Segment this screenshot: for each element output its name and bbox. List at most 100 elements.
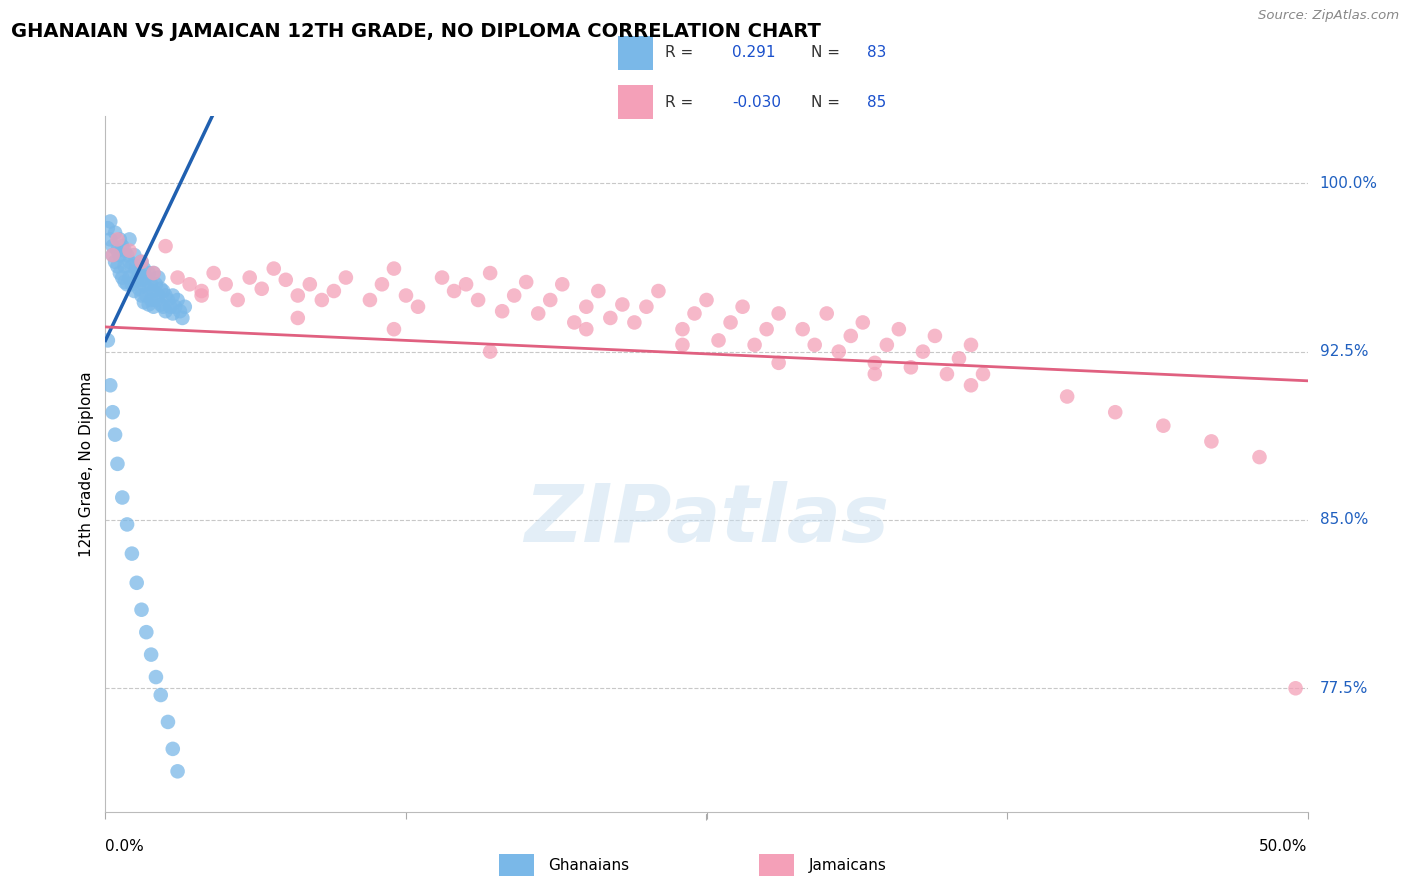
Point <box>97 221 120 235</box>
Text: 92.5%: 92.5% <box>1320 344 1368 359</box>
Point <box>671 338 693 352</box>
Point <box>131 255 153 269</box>
Text: ZIPatlas: ZIPatlas <box>524 481 889 558</box>
Point <box>755 322 778 336</box>
Point <box>876 338 898 352</box>
Point <box>162 288 184 302</box>
Text: 77.5%: 77.5% <box>1320 681 1368 696</box>
Point <box>538 293 561 307</box>
Point <box>118 255 141 269</box>
Point <box>744 338 766 352</box>
Point <box>900 360 922 375</box>
Point <box>142 266 165 280</box>
Point <box>156 714 179 729</box>
Point <box>111 239 134 253</box>
Point <box>479 344 502 359</box>
Point <box>128 266 150 280</box>
Point <box>149 688 172 702</box>
Point <box>156 293 179 307</box>
Point <box>114 244 136 258</box>
Point <box>169 304 191 318</box>
Point <box>503 288 526 302</box>
Point <box>166 764 188 779</box>
Point <box>135 270 157 285</box>
Text: Source: ZipAtlas.com: Source: ZipAtlas.com <box>1258 9 1399 22</box>
Point <box>562 315 585 329</box>
Point <box>179 277 201 292</box>
Point <box>98 214 121 228</box>
Point <box>107 232 129 246</box>
Point <box>683 306 706 320</box>
Point <box>128 282 150 296</box>
Point <box>131 288 153 302</box>
Point <box>612 297 634 311</box>
Point <box>707 334 730 348</box>
Point <box>145 670 167 684</box>
Point <box>148 270 170 285</box>
Point <box>173 300 195 314</box>
Point <box>515 275 537 289</box>
Point <box>828 344 851 359</box>
Bar <box>619 36 652 70</box>
Bar <box>619 86 652 119</box>
Point <box>118 244 141 258</box>
Point <box>599 310 621 325</box>
Point <box>135 625 157 640</box>
Point <box>815 306 838 320</box>
Point <box>138 282 160 296</box>
Text: 0.291: 0.291 <box>733 45 776 61</box>
Point <box>98 232 121 246</box>
Point <box>124 266 146 280</box>
Point <box>839 329 862 343</box>
Text: -0.030: -0.030 <box>733 95 782 110</box>
Point <box>142 284 165 298</box>
Point <box>636 300 658 314</box>
Point <box>101 248 124 262</box>
Point <box>972 367 994 381</box>
Point <box>121 277 143 292</box>
Point <box>768 356 790 370</box>
Point <box>101 405 124 419</box>
Point <box>132 295 155 310</box>
Text: 50.0%: 50.0% <box>1260 838 1308 854</box>
Point <box>118 270 141 285</box>
Point <box>155 288 177 302</box>
Point <box>551 277 574 292</box>
Point <box>863 367 886 381</box>
Point <box>107 457 129 471</box>
Point <box>311 293 333 307</box>
Point <box>108 266 131 280</box>
Point <box>430 270 453 285</box>
Point <box>202 266 225 280</box>
Text: 85: 85 <box>866 95 886 110</box>
Point <box>108 248 131 262</box>
Point <box>142 266 165 280</box>
Point <box>948 351 970 366</box>
Point <box>250 282 273 296</box>
Point <box>125 260 148 274</box>
Point <box>322 284 344 298</box>
Text: 0.0%: 0.0% <box>105 838 145 854</box>
Point <box>720 315 742 329</box>
Point <box>145 277 167 292</box>
Point <box>131 603 153 617</box>
Point <box>111 491 134 505</box>
Point <box>287 288 309 302</box>
Point <box>118 232 141 246</box>
Point <box>114 260 136 274</box>
Point <box>165 300 187 314</box>
Point <box>139 648 162 662</box>
Point <box>104 255 127 269</box>
Text: N =: N = <box>811 45 841 61</box>
Point <box>588 284 610 298</box>
Point <box>647 284 669 298</box>
Point <box>298 277 321 292</box>
Point <box>1056 390 1078 404</box>
Point <box>166 293 188 307</box>
Point <box>114 275 136 289</box>
Point <box>166 270 188 285</box>
Point <box>575 300 598 314</box>
Point <box>467 293 489 307</box>
Point <box>190 288 212 302</box>
Text: 83: 83 <box>866 45 886 61</box>
